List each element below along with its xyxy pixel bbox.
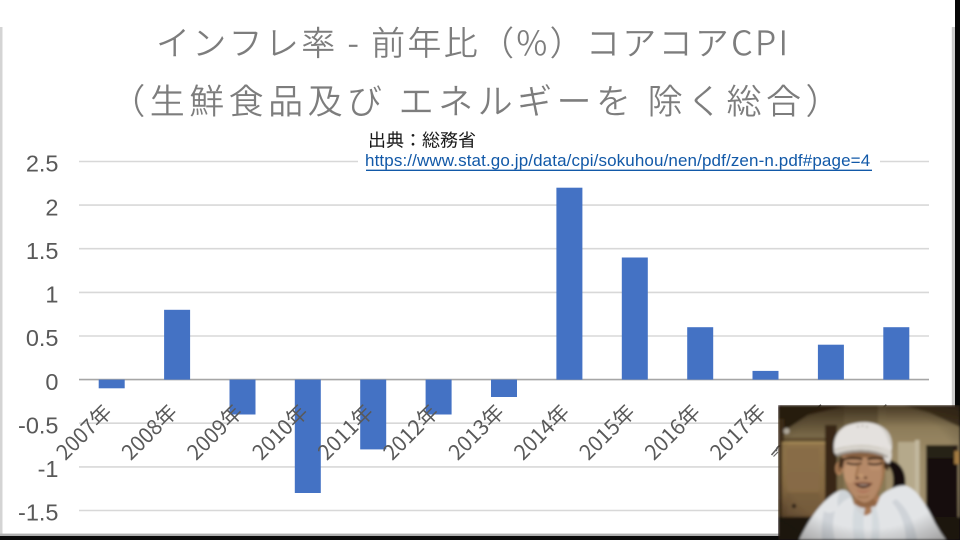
svg-text:https://www.stat.go.jp/data/cp: https://www.stat.go.jp/data/cpi/sokuhou/… (365, 151, 870, 170)
svg-text:2: 2 (45, 194, 58, 220)
svg-text:0: 0 (45, 369, 58, 395)
svg-text:-0.5: -0.5 (18, 412, 59, 438)
svg-text:1.5: 1.5 (26, 238, 59, 264)
svg-text:1: 1 (45, 282, 58, 308)
svg-text:-1.5: -1.5 (18, 500, 59, 526)
svg-text:2.5: 2.5 (26, 151, 59, 177)
svg-text:0.5: 0.5 (26, 325, 59, 351)
svg-text:-1: -1 (38, 456, 59, 482)
